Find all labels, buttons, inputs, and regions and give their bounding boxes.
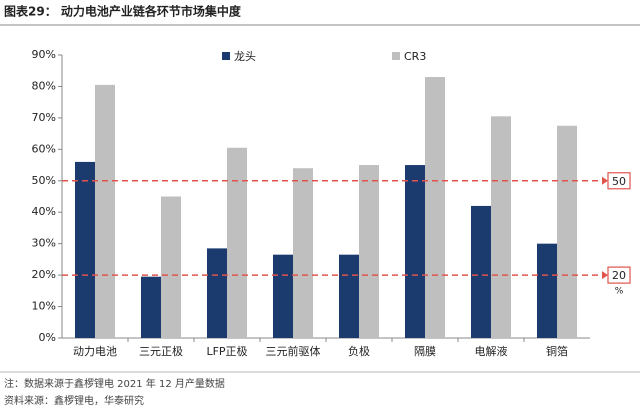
y-tick-label: 40% xyxy=(32,205,56,218)
bar xyxy=(141,276,161,338)
bar xyxy=(537,243,557,338)
bar xyxy=(405,165,425,338)
chart-title: 图表29： 动力电池产业链各环节市场集中度 xyxy=(4,4,242,19)
x-tick-label: 三元前驱体 xyxy=(266,344,321,358)
bar xyxy=(227,147,247,338)
y-tick-label: 50% xyxy=(32,174,56,187)
bar xyxy=(273,254,293,338)
y-tick-label: 60% xyxy=(32,142,56,155)
y-tick-label: 30% xyxy=(32,237,56,250)
y-tick-label: 10% xyxy=(32,300,56,313)
x-tick-label: 三元正极 xyxy=(139,344,183,358)
x-tick-label: 铜箔 xyxy=(546,344,568,358)
x-tick-label: 电解液 xyxy=(475,344,508,358)
y-tick-label: 20% xyxy=(32,268,56,281)
reference-label: 20 xyxy=(612,269,626,282)
reference-arrow xyxy=(602,176,608,185)
reference-arrow xyxy=(602,271,608,280)
x-tick-label: LFP正极 xyxy=(206,344,247,358)
legend-label: 龙头 xyxy=(234,50,256,63)
x-tick-label: 动力电池 xyxy=(73,345,117,358)
bar xyxy=(95,84,115,338)
bar xyxy=(339,254,359,338)
x-tick-label: 负极 xyxy=(348,344,370,358)
y-tick-label: 70% xyxy=(32,111,56,124)
footnote: 注：数据来源于鑫椤锂电 2021 年 12 月产量数据 xyxy=(4,377,225,390)
source-note: 资料来源：鑫椤锂电，华泰研究 xyxy=(4,394,144,407)
reference-box xyxy=(607,172,631,190)
reference-box xyxy=(607,266,631,284)
bar xyxy=(471,205,491,338)
y-tick-label: 0% xyxy=(39,331,56,344)
legend-label: CR3 xyxy=(404,50,426,63)
bar xyxy=(207,248,227,338)
reference-unit: % xyxy=(615,287,624,297)
bar xyxy=(161,196,181,338)
bar xyxy=(359,165,379,338)
bar xyxy=(425,77,445,338)
legend-swatch xyxy=(392,52,400,60)
bar xyxy=(557,125,577,338)
bar xyxy=(293,168,313,338)
y-tick-label: 80% xyxy=(32,79,56,92)
legend-swatch xyxy=(222,52,230,60)
y-tick-label: 90% xyxy=(32,48,56,61)
bar xyxy=(75,161,95,338)
x-tick-label: 隔膜 xyxy=(414,345,436,358)
bar xyxy=(491,116,511,338)
reference-label: 50 xyxy=(612,175,626,188)
